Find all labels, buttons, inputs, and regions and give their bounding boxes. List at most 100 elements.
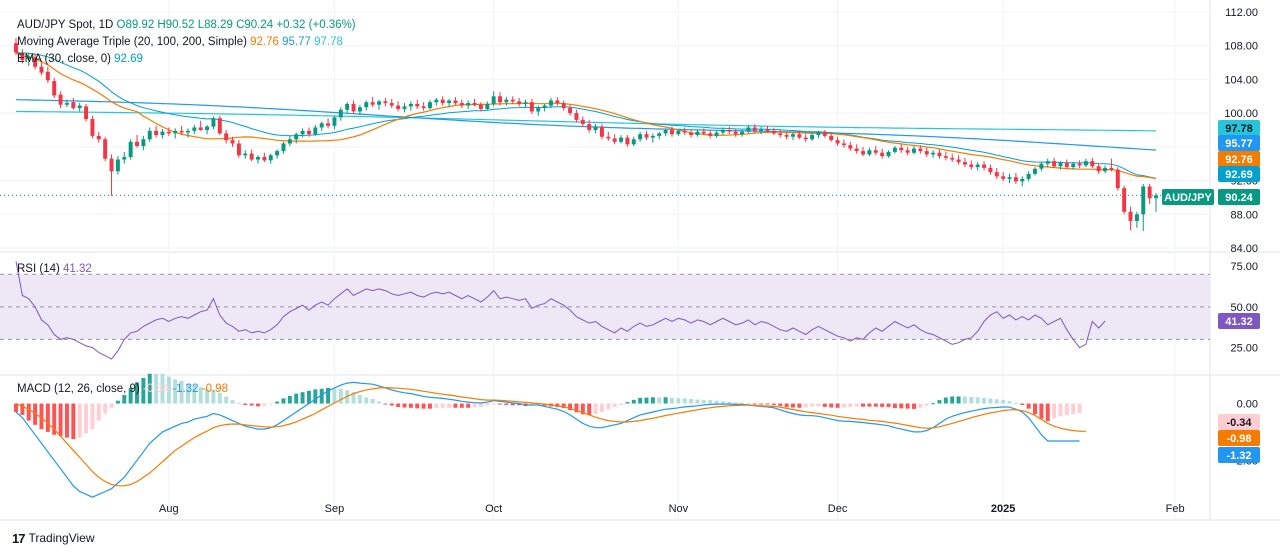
macd-histogram-bar: [829, 403, 834, 408]
tradingview-brand[interactable]: 17 TradingView: [12, 530, 95, 546]
candle: [873, 146, 878, 156]
candle-body: [950, 157, 955, 160]
macd-histogram-bar: [1007, 400, 1012, 404]
candle-body: [778, 133, 783, 136]
candle: [440, 96, 445, 106]
candle: [84, 103, 89, 122]
time-axis-label: Dec: [828, 503, 848, 515]
macd-hist-value-label-bg: [1218, 414, 1260, 430]
macd-histogram-bar: [803, 403, 808, 408]
macd-histogram-bar: [727, 401, 732, 404]
candle-body: [135, 141, 139, 147]
candle: [886, 150, 891, 158]
macd-histogram-bar: [931, 403, 936, 405]
macd-histogram-bar: [1052, 403, 1057, 419]
candle-body: [695, 131, 700, 136]
candle: [166, 127, 171, 136]
macd-histogram-bar: [670, 397, 674, 404]
candle: [1141, 183, 1146, 232]
candle-body: [810, 135, 815, 140]
macd-hist-value-label-text: -0.34: [1226, 417, 1252, 429]
candle-body: [147, 130, 152, 140]
candle-body: [402, 106, 407, 109]
candle-body: [918, 148, 923, 152]
candle-body: [937, 152, 942, 157]
price-tick-label: 108.00: [1224, 41, 1258, 53]
candle-body: [555, 100, 560, 104]
candle: [663, 128, 668, 136]
ma200-value-label-text: 97.78: [1225, 123, 1253, 135]
candle-body: [733, 131, 738, 135]
candle-body: [580, 119, 585, 125]
macd-histogram-bar: [905, 403, 910, 409]
candle: [96, 131, 101, 143]
macd-line-value-label-text: -1.32: [1226, 450, 1251, 462]
macd-histogram-bar: [880, 403, 885, 407]
macd-histogram-bar: [861, 403, 866, 407]
macd-histogram-bar: [256, 403, 260, 407]
candle-body: [1134, 214, 1139, 222]
macd-histogram-bar: [64, 403, 69, 438]
candle-body: [224, 133, 229, 141]
candle-body: [829, 135, 834, 141]
macd-histogram-bar: [198, 387, 203, 404]
candle-body: [71, 102, 76, 109]
candle-body: [886, 151, 891, 157]
macd-histogram-bar: [45, 403, 50, 432]
candle: [759, 126, 764, 135]
ema30-value-label-bg: [1218, 166, 1260, 182]
candle: [370, 97, 375, 108]
candle-body: [905, 150, 910, 153]
macd-histogram-bar: [746, 403, 751, 405]
macd-histogram-bar: [351, 392, 356, 404]
candle: [523, 99, 528, 108]
candle-body: [52, 81, 57, 96]
macd-histogram-bar: [154, 373, 159, 404]
candle-body: [1096, 166, 1101, 172]
macd-histogram-bar: [943, 397, 948, 404]
macd-histogram-bar: [275, 401, 280, 404]
macd-histogram-bar: [771, 403, 776, 405]
macd-histogram-bar: [593, 403, 598, 415]
candle-body: [510, 99, 515, 102]
candle: [714, 130, 719, 138]
candle: [256, 155, 260, 164]
price-tick-label: 84.00: [1230, 243, 1258, 255]
macd-histogram-bar: [536, 403, 541, 405]
macd-histogram-bar: [848, 403, 853, 407]
candle: [587, 119, 592, 133]
macd-histogram-bar: [466, 403, 471, 408]
macd-histogram-bar: [58, 403, 63, 437]
candle-body: [682, 130, 687, 133]
candle: [835, 136, 840, 147]
candle-body: [797, 134, 802, 138]
candle-body: [198, 127, 203, 130]
candle: [510, 96, 515, 104]
candle-body: [701, 131, 706, 134]
candle-body: [529, 102, 534, 112]
candle-body: [217, 118, 222, 134]
macd-histogram-bar: [574, 403, 579, 413]
candle-body: [612, 138, 617, 142]
ema30-value-label-text: 92.69: [1225, 169, 1253, 181]
macd-histogram-bar: [96, 403, 101, 421]
candle-body: [1033, 168, 1037, 174]
macd-histogram-bar: [370, 398, 375, 404]
candle: [555, 97, 560, 106]
macd-histogram-bar: [103, 403, 108, 414]
macd-histogram-bar: [644, 397, 649, 404]
candle: [778, 130, 783, 138]
rsi-value-label-bg: [1218, 312, 1260, 329]
last-price-label-text: 90.24: [1225, 192, 1253, 204]
macd-histogram-bar: [122, 395, 127, 404]
price-tick-label: 112.00: [1225, 7, 1258, 19]
candle-body: [491, 96, 496, 104]
candle: [306, 127, 311, 137]
candle-body: [548, 100, 553, 106]
candle: [300, 128, 305, 138]
candle-body: [835, 140, 840, 144]
candle: [498, 92, 502, 106]
candle: [472, 98, 477, 107]
